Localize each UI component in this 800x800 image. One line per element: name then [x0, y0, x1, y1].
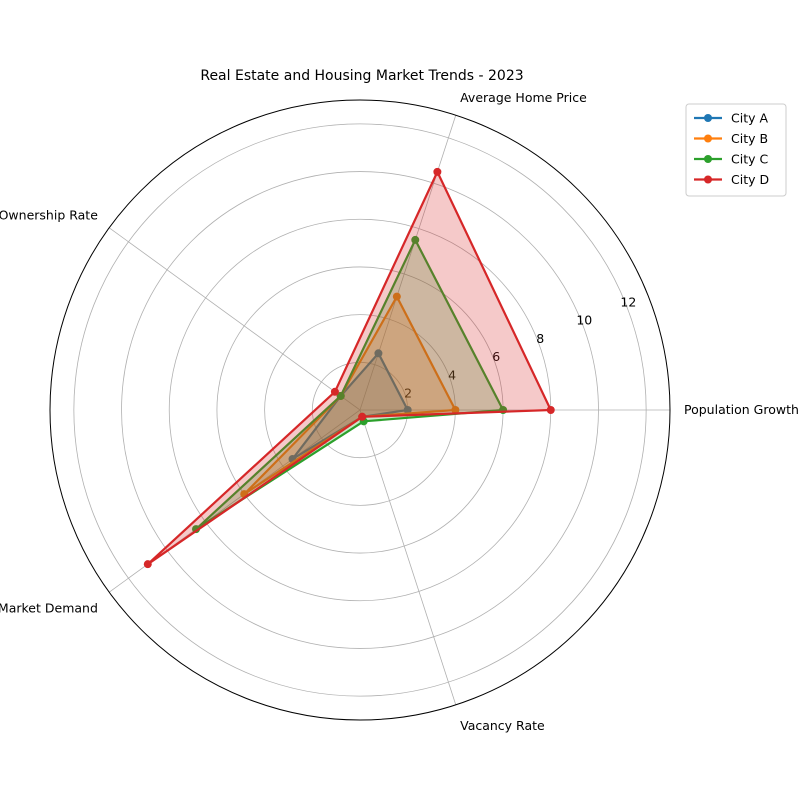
radial-tick-label: 4 — [448, 367, 456, 382]
data-point — [411, 235, 420, 244]
radial-tick-label: 6 — [492, 349, 500, 364]
data-point — [358, 412, 367, 421]
series-fill — [292, 353, 408, 460]
data-point — [433, 167, 442, 176]
radial-tick-label: 12 — [620, 294, 636, 309]
data-point — [392, 292, 401, 301]
legend-item: City A — [694, 111, 768, 126]
series-line — [146, 170, 552, 566]
data-point — [374, 349, 383, 358]
axis-labels: Population Growth Average Home Price Home … — [0, 90, 799, 733]
series-fill — [196, 239, 504, 530]
legend-label: City D — [731, 172, 769, 187]
radial-tick-label: 2 — [404, 386, 412, 401]
series-line — [194, 238, 505, 531]
radial-tick-label: 8 — [536, 331, 544, 346]
series-city-d — [143, 167, 555, 569]
data-point — [546, 406, 555, 414]
series-layer — [143, 167, 555, 569]
series-fill — [244, 296, 456, 495]
legend-label: City A — [731, 111, 768, 126]
outer-frame — [49, 99, 671, 721]
legend-item: City B — [694, 131, 768, 146]
legend-swatch-marker — [704, 134, 712, 143]
axis-label: Population Growth — [684, 402, 799, 417]
chart-title: Real Estate and Housing Market Trends - … — [200, 68, 523, 84]
data-point — [451, 406, 460, 414]
data-point — [330, 387, 339, 396]
legend-swatch-marker — [704, 175, 712, 184]
legend-swatch-marker — [704, 114, 712, 122]
legend-swatch-marker — [704, 155, 712, 163]
legend-item: City D — [694, 172, 769, 187]
spoke-4 — [359, 409, 457, 705]
data-point — [403, 406, 412, 414]
spoke-1 — [359, 115, 457, 411]
data-point — [143, 560, 152, 569]
axis-label: Vacancy Rate — [460, 718, 545, 733]
legend-item: City C — [694, 152, 768, 167]
series-city-c — [192, 235, 508, 534]
legend: City A City B City C City D — [685, 103, 787, 197]
series-fill — [147, 171, 551, 565]
spoke-2 — [108, 227, 361, 411]
data-point — [336, 391, 345, 400]
legend-box — [685, 103, 787, 197]
legend-label: City C — [731, 152, 768, 167]
legend-label: City B — [731, 131, 768, 146]
radial-tick-labels: 2 4 6 8 10 12 — [404, 294, 636, 400]
axis-label: Rental Market Demand — [0, 600, 98, 615]
radial-tick-label: 10 — [576, 313, 592, 328]
axis-label: Average Home Price — [460, 90, 587, 105]
axis-label: Home Ownership Rate — [0, 208, 98, 223]
